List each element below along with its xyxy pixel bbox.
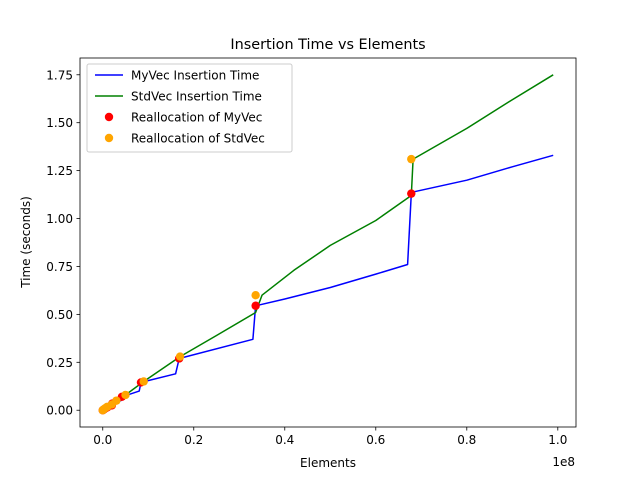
legend-box <box>86 63 293 153</box>
legend: MyVec Insertion Time StdVec Insertion Tim… <box>86 63 293 153</box>
series-point-2 <box>407 189 416 198</box>
y-axis: 0.00 0.25 0.50 0.75 1.00 1.25 1.50 1.75 <box>46 68 80 418</box>
chart-title: Insertion Time vs Elements <box>230 37 425 53</box>
legend-point-marker <box>104 133 114 143</box>
plot-frame <box>79 57 577 428</box>
series-line-0 <box>102 154 554 411</box>
y-tick-label: 0.50 <box>46 308 73 322</box>
legend-label: Reallocation of MyVec <box>131 111 262 125</box>
series-point-2 <box>251 301 260 310</box>
series-point-3 <box>175 352 185 361</box>
series-point-3 <box>121 390 130 400</box>
y-tick-label: 0.75 <box>46 260 73 274</box>
x-tick-label: 0.8 <box>457 433 476 447</box>
y-tick-label: 1.50 <box>46 116 73 130</box>
legend-label: StdVec Insertion Time <box>131 90 262 104</box>
plot-area <box>98 74 554 415</box>
x-axis: 0.0 0.2 0.4 0.6 0.8 1.0 <box>93 427 567 447</box>
y-axis-label: Time (seconds) <box>19 196 33 289</box>
x-tick-label: 0.0 <box>93 433 112 447</box>
x-tick-label: 0.2 <box>184 433 203 447</box>
series-point-3 <box>251 291 260 300</box>
series-point-3 <box>139 377 148 386</box>
legend-label: MyVec Insertion Time <box>131 69 259 83</box>
legend-point-marker <box>104 112 114 122</box>
y-tick-label: 0.00 <box>46 404 73 418</box>
y-tick-label: 0.25 <box>46 356 73 370</box>
x-tick-label: 1.0 <box>548 433 567 447</box>
y-tick-label: 1.25 <box>46 164 73 178</box>
y-tick-label: 1.75 <box>46 68 73 82</box>
y-tick-label: 1.00 <box>46 212 73 226</box>
x-tick-label: 0.6 <box>366 433 385 447</box>
x-tick-label: 0.4 <box>275 433 294 447</box>
series-point-3 <box>112 396 121 405</box>
legend-label: Reallocation of StdVec <box>131 132 265 146</box>
x-axis-offset-label: 1e8 <box>552 455 575 469</box>
x-axis-label: Elements <box>300 456 356 470</box>
series-point-3 <box>407 154 416 164</box>
